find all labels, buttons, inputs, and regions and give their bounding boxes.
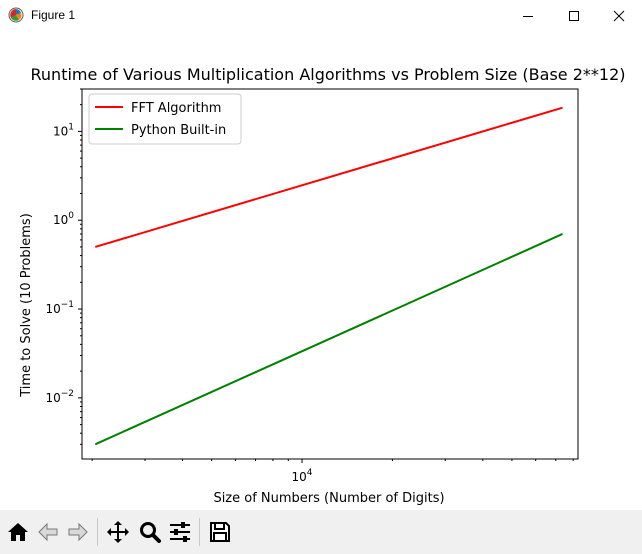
figure-canvas[interactable]: Runtime of Various Multiplication Algori… bbox=[0, 31, 642, 510]
navigation-toolbar bbox=[0, 510, 642, 554]
x-tick-label: 104 bbox=[292, 468, 313, 484]
y-axis-ticks: 10−2 10−1 100 101 bbox=[45, 88, 82, 445]
save-icon bbox=[210, 522, 230, 542]
legend-frame bbox=[88, 93, 242, 145]
configure-subplots-icon bbox=[170, 522, 190, 542]
pan-button[interactable] bbox=[104, 518, 132, 546]
close-icon bbox=[613, 10, 625, 21]
minimize-icon bbox=[523, 15, 533, 17]
save-button[interactable] bbox=[206, 518, 234, 546]
pan-icon bbox=[107, 521, 129, 543]
maximize-button[interactable] bbox=[551, 0, 597, 31]
home-button[interactable] bbox=[4, 518, 32, 546]
legend-label-python-builtin: Python Built-in bbox=[131, 123, 226, 138]
series-lines bbox=[94, 106, 563, 446]
toolbar-separator bbox=[97, 518, 98, 546]
forward-button[interactable] bbox=[64, 518, 92, 546]
y-tick-label: 100 bbox=[53, 211, 74, 227]
toolbar-separator bbox=[199, 518, 200, 546]
matplotlib-icon bbox=[8, 7, 24, 23]
close-button[interactable] bbox=[596, 0, 642, 31]
chart-svg: Runtime of Various Multiplication Algori… bbox=[19, 65, 626, 506]
x-axis-label: Size of Numbers (Number of Digits) bbox=[213, 491, 444, 506]
forward-icon bbox=[68, 522, 88, 542]
zoom-icon bbox=[140, 522, 161, 543]
legend: FFT Algorithm Python Built-in bbox=[88, 93, 242, 145]
series-line-fft-algorithm bbox=[94, 106, 563, 248]
y-tick-label: 10−1 bbox=[45, 300, 74, 316]
y-axis-label: Time to Solve (10 Problems) bbox=[19, 213, 34, 398]
configure-subplots-button[interactable] bbox=[166, 518, 194, 546]
series-line-python-built-in bbox=[94, 233, 563, 446]
title-bar: Figure 1 bbox=[0, 0, 642, 31]
window-title: Figure 1 bbox=[31, 8, 76, 22]
y-tick-label: 101 bbox=[53, 122, 74, 138]
legend-label-fft: FFT Algorithm bbox=[131, 101, 221, 116]
home-icon bbox=[8, 523, 28, 541]
minimize-button[interactable] bbox=[505, 0, 551, 31]
maximize-icon bbox=[569, 10, 579, 21]
y-tick-label: 10−2 bbox=[45, 389, 74, 405]
plot-area bbox=[81, 88, 579, 460]
back-icon bbox=[38, 522, 58, 542]
x-axis-ticks: 104 bbox=[91, 459, 574, 484]
chart-title: Runtime of Various Multiplication Algori… bbox=[31, 65, 626, 84]
back-button[interactable] bbox=[34, 518, 62, 546]
zoom-button[interactable] bbox=[136, 518, 164, 546]
